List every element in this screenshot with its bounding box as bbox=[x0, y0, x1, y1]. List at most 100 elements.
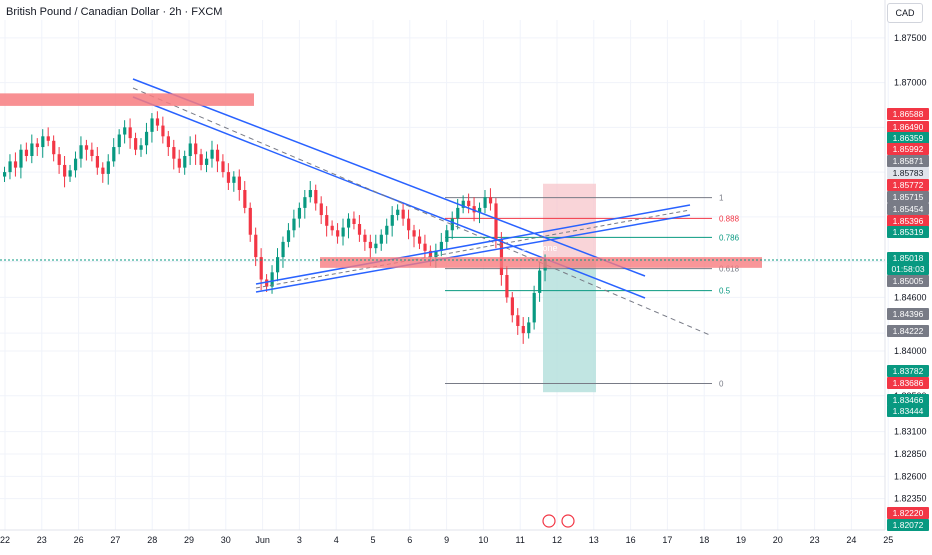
time-axis: 22 23 26 27 28 29 30 Jun 3 4 5 6 9 10 11 12 13 16 17 18 19 20… bbox=[0, 514, 893, 545]
candle-body bbox=[161, 125, 165, 137]
candle-body bbox=[90, 149, 94, 156]
candle-body bbox=[265, 279, 269, 287]
candle-body bbox=[254, 234, 258, 258]
y-tick-label: 1.82850 bbox=[894, 449, 927, 459]
desc-channel-upper bbox=[132, 78, 646, 277]
price-tag bbox=[887, 377, 929, 389]
candle-body bbox=[325, 215, 329, 226]
candle-body bbox=[232, 176, 236, 183]
x-tick-label: 16 bbox=[626, 535, 636, 545]
candle-body bbox=[352, 218, 356, 224]
fib-level-label: 0.618 bbox=[719, 265, 740, 274]
price-tag bbox=[887, 519, 929, 531]
candle-body bbox=[292, 218, 296, 231]
flash-event-icon bbox=[542, 514, 556, 528]
candle-body bbox=[205, 158, 209, 165]
asc-channel-upper bbox=[255, 204, 691, 285]
price-tag-label: 1.83782 bbox=[893, 366, 924, 376]
candle-body bbox=[13, 161, 18, 168]
candle-body bbox=[139, 145, 143, 150]
candle-body bbox=[336, 230, 340, 237]
price-tag-label: 1.86490 bbox=[893, 122, 924, 132]
candle-body bbox=[19, 149, 23, 168]
x-tick-label: 3 bbox=[297, 535, 302, 545]
candle-body bbox=[215, 149, 220, 162]
candle-body bbox=[412, 230, 416, 237]
sell-zone-label: sell zone bbox=[522, 243, 558, 253]
candle-body bbox=[439, 241, 443, 251]
candle-body bbox=[112, 147, 116, 162]
price-tag-label: 1.84396 bbox=[893, 309, 924, 319]
candle-body bbox=[357, 224, 362, 235]
x-tick-label: 13 bbox=[589, 535, 599, 545]
candle-body bbox=[319, 203, 323, 216]
candle-body bbox=[385, 225, 389, 235]
candle-body bbox=[276, 257, 280, 273]
price-tag-label: 1.85319 bbox=[893, 227, 924, 237]
x-tick-label: 19 bbox=[736, 535, 746, 545]
candle-body bbox=[390, 215, 394, 226]
candle-body bbox=[199, 154, 203, 165]
price-tag bbox=[887, 121, 929, 133]
currency-button[interactable]: CAD bbox=[887, 3, 923, 23]
price-axis: 1.875001.870001.865001.860001.855001.850… bbox=[884, 0, 929, 531]
fib-level-label: 0 bbox=[719, 380, 724, 389]
candle-body bbox=[450, 218, 454, 231]
candle-body bbox=[134, 138, 138, 150]
fib-level-label: 0.786 bbox=[719, 233, 740, 242]
y-tick-label: 1.83100 bbox=[894, 427, 927, 437]
price-tag-label: 1.83444 bbox=[893, 406, 924, 416]
price-tag-label: 1.86359 bbox=[893, 133, 924, 143]
price-tag-label: 1.85715 bbox=[893, 192, 924, 202]
candle-body bbox=[521, 326, 525, 334]
price-tag bbox=[887, 275, 929, 287]
candle-body bbox=[417, 236, 422, 244]
candle-body bbox=[106, 161, 110, 174]
fib-level-label: 0.5 bbox=[719, 287, 731, 296]
candle-body bbox=[368, 241, 373, 249]
candle-body bbox=[434, 250, 438, 258]
candle-body bbox=[396, 209, 400, 216]
candle-body bbox=[456, 207, 460, 219]
candle-body bbox=[281, 241, 285, 258]
candle-body bbox=[128, 127, 132, 139]
candle-body bbox=[505, 275, 509, 298]
price-tag bbox=[887, 263, 929, 275]
candle-body bbox=[330, 225, 334, 231]
x-tick-label: 23 bbox=[37, 535, 47, 545]
price-tag bbox=[887, 405, 929, 417]
candle-body bbox=[172, 147, 176, 159]
x-tick-label: Jun bbox=[255, 535, 270, 545]
x-tick-label: 5 bbox=[370, 535, 375, 545]
candles bbox=[3, 111, 547, 344]
x-tick-label: 11 bbox=[516, 535, 525, 545]
x-tick-label: 17 bbox=[662, 535, 672, 545]
candle-body bbox=[57, 154, 61, 165]
x-tick-label: 24 bbox=[846, 535, 856, 545]
price-tag bbox=[887, 507, 929, 519]
candle-body bbox=[494, 203, 498, 240]
x-tick-label: 6 bbox=[407, 535, 412, 545]
price-tag-label: 1.85992 bbox=[893, 144, 924, 154]
candle-body bbox=[210, 149, 214, 159]
candle-body bbox=[95, 156, 100, 168]
candle-body bbox=[423, 243, 427, 251]
x-tick-label: 22 bbox=[0, 535, 10, 545]
candle-body bbox=[488, 197, 493, 204]
price-tag bbox=[887, 226, 929, 238]
candle-body bbox=[237, 176, 241, 190]
x-tick-label: 9 bbox=[444, 535, 449, 545]
candle-body bbox=[84, 145, 89, 150]
candle-body bbox=[532, 292, 536, 323]
price-tag-label: 1.82220 bbox=[893, 508, 924, 518]
candle-body bbox=[445, 230, 449, 242]
y-tick-label: 1.82350 bbox=[894, 494, 927, 504]
candle-body bbox=[314, 190, 318, 204]
price-tag-label: 1.85018 bbox=[893, 253, 924, 263]
candle-body bbox=[41, 136, 45, 148]
y-tick-label: 1.84600 bbox=[894, 292, 927, 302]
x-tick-label: 23 bbox=[810, 535, 820, 545]
price-tag bbox=[887, 167, 929, 179]
